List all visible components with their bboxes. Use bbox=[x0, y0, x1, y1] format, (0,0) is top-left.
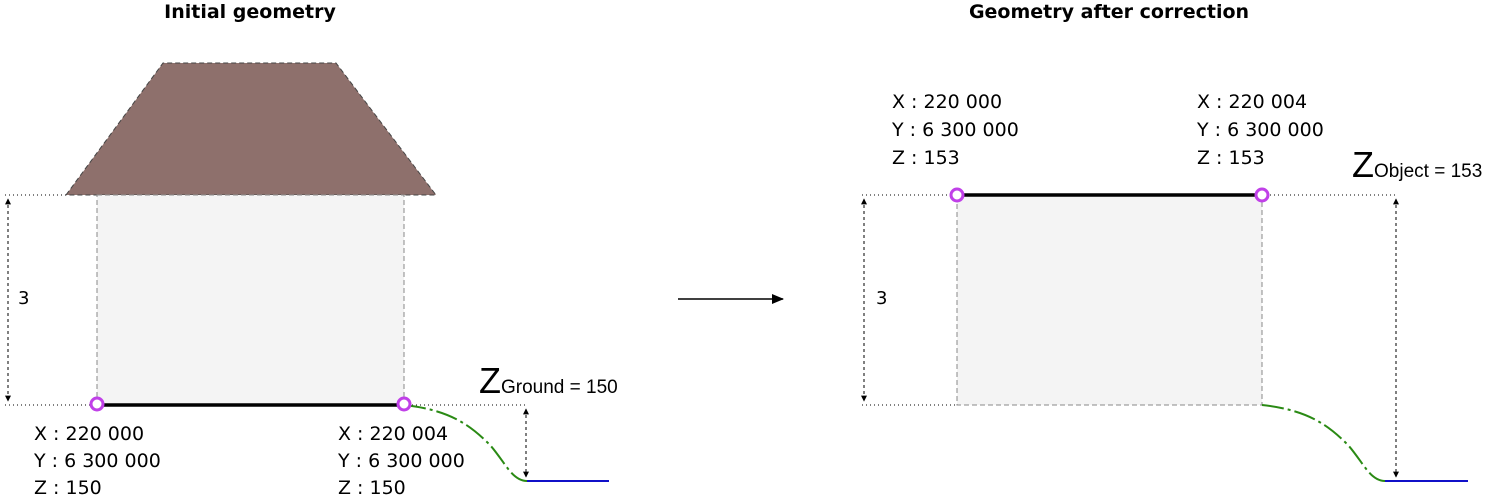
point-b-z: Z : 150 bbox=[338, 477, 406, 496]
point-a-y: Y : 6 300 000 bbox=[33, 450, 161, 472]
corrected-wall bbox=[956, 194, 1263, 406]
right-height-label: 3 bbox=[876, 288, 887, 309]
roof bbox=[65, 62, 438, 196]
corrected-point-b-coordinates: X : 220 004 Y : 6 300 000 Z : 153 bbox=[1196, 91, 1324, 169]
title-geometry-after-correction: Geometry after correction bbox=[969, 1, 1249, 23]
z-object-symbol: Z bbox=[1352, 144, 1374, 185]
z-object-label: ZObject = 153 bbox=[1352, 144, 1482, 185]
wall bbox=[96, 194, 405, 406]
corrected-point-b-y: Y : 6 300 000 bbox=[1196, 119, 1324, 141]
corrected-point-b-z: Z : 153 bbox=[1197, 147, 1265, 169]
corrected-geometry-panel: 3 ZObject = 153 X : 220 000 Y : 6 300 00… bbox=[861, 91, 1482, 482]
z-ground-symbol: Z bbox=[479, 360, 501, 401]
title-initial-geometry: Initial geometry bbox=[164, 1, 336, 23]
corrected-point-b-x: X : 220 004 bbox=[1197, 91, 1307, 113]
z-ground-label: ZGround = 150 bbox=[479, 360, 618, 401]
terrain-curve bbox=[403, 404, 528, 482]
point-a-x: X : 220 000 bbox=[34, 423, 144, 445]
right-terrain-curve bbox=[1261, 404, 1386, 482]
corrected-point-a-y: Y : 6 300 000 bbox=[891, 119, 1019, 141]
corrected-vertex-b[interactable] bbox=[1254, 187, 1270, 203]
point-b-coordinates: X : 220 004 Y : 6 300 000 Z : 150 bbox=[337, 423, 465, 496]
point-b-x: X : 220 004 bbox=[338, 423, 448, 445]
z-ground-subscript: Ground = 150 bbox=[501, 377, 618, 398]
z-object-subscript: Object = 153 bbox=[1374, 161, 1482, 182]
corrected-point-a-x: X : 220 000 bbox=[892, 91, 1002, 113]
height-label: 3 bbox=[18, 288, 29, 309]
corrected-vertex-a[interactable] bbox=[949, 187, 965, 203]
corrected-point-a-coordinates: X : 220 000 Y : 6 300 000 Z : 153 bbox=[891, 91, 1019, 169]
vertex-b[interactable] bbox=[396, 396, 412, 412]
point-a-coordinates: X : 220 000 Y : 6 300 000 Z : 150 bbox=[33, 423, 161, 496]
point-a-z: Z : 150 bbox=[34, 477, 102, 496]
point-b-y: Y : 6 300 000 bbox=[337, 450, 465, 472]
corrected-point-a-z: Z : 153 bbox=[892, 147, 960, 169]
vertex-a[interactable] bbox=[89, 396, 105, 412]
initial-geometry-panel: 3 ZGround = 150 X : 220 000 Y : 6 300 00… bbox=[5, 62, 618, 496]
